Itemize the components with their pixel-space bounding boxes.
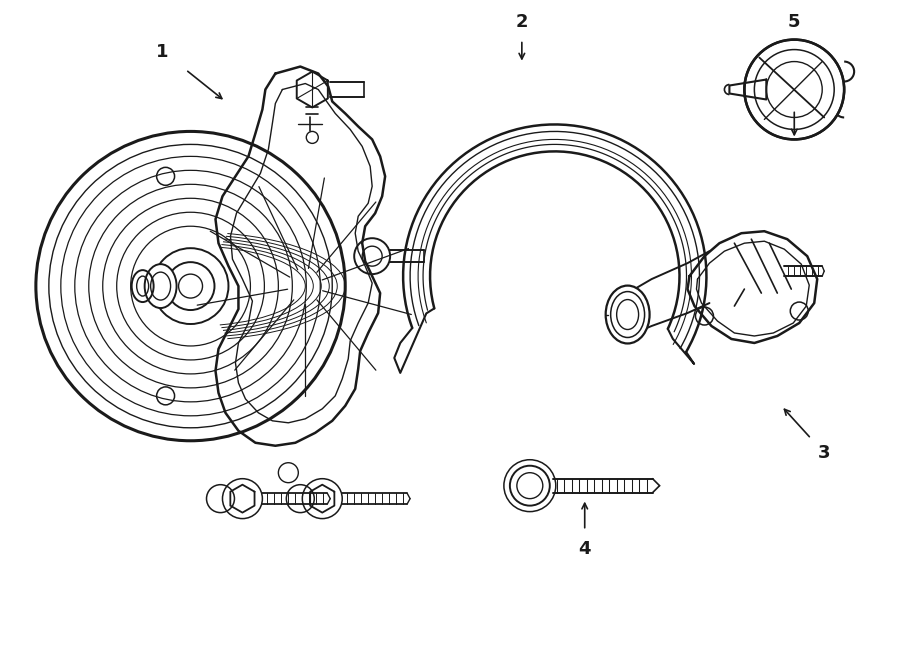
Text: 1: 1 — [157, 42, 169, 61]
Text: 3: 3 — [818, 444, 831, 462]
Circle shape — [744, 40, 844, 139]
Text: 4: 4 — [579, 539, 591, 557]
Ellipse shape — [145, 264, 176, 308]
Circle shape — [153, 248, 229, 324]
Text: 5: 5 — [788, 13, 800, 30]
Text: 2: 2 — [516, 13, 528, 30]
Circle shape — [510, 466, 550, 506]
Ellipse shape — [606, 286, 650, 344]
